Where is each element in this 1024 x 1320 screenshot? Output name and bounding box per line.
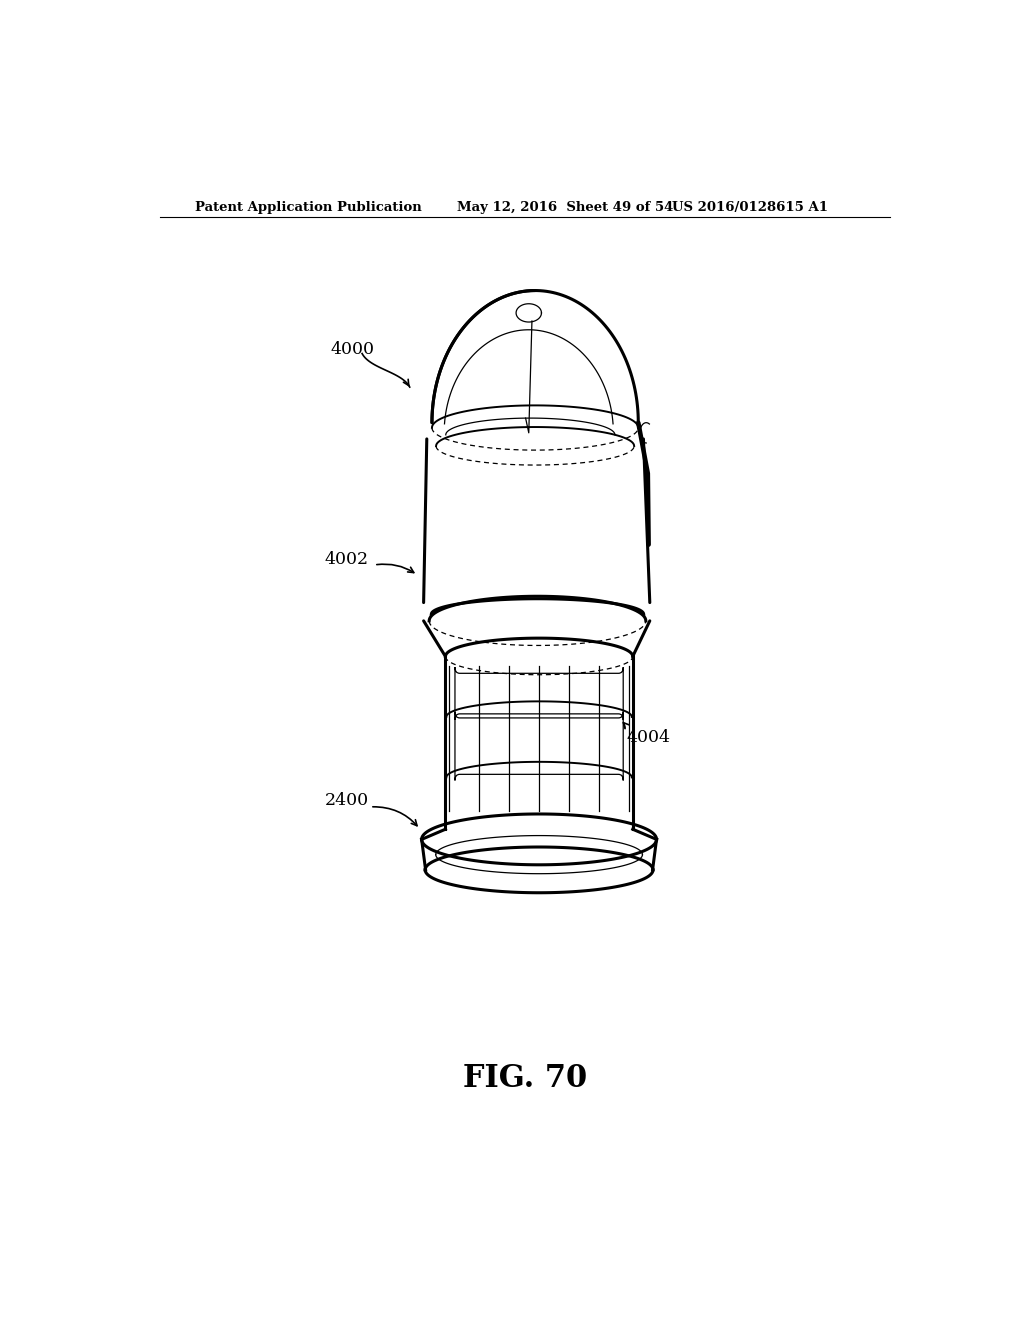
Text: US 2016/0128615 A1: US 2016/0128615 A1: [672, 201, 827, 214]
Text: 4002: 4002: [325, 552, 369, 569]
Text: 4004: 4004: [627, 729, 671, 746]
Text: 4000: 4000: [331, 341, 375, 358]
Text: May 12, 2016  Sheet 49 of 54: May 12, 2016 Sheet 49 of 54: [458, 201, 674, 214]
Text: FIG. 70: FIG. 70: [463, 1063, 587, 1094]
Text: 2400: 2400: [325, 792, 369, 809]
Text: Patent Application Publication: Patent Application Publication: [196, 201, 422, 214]
